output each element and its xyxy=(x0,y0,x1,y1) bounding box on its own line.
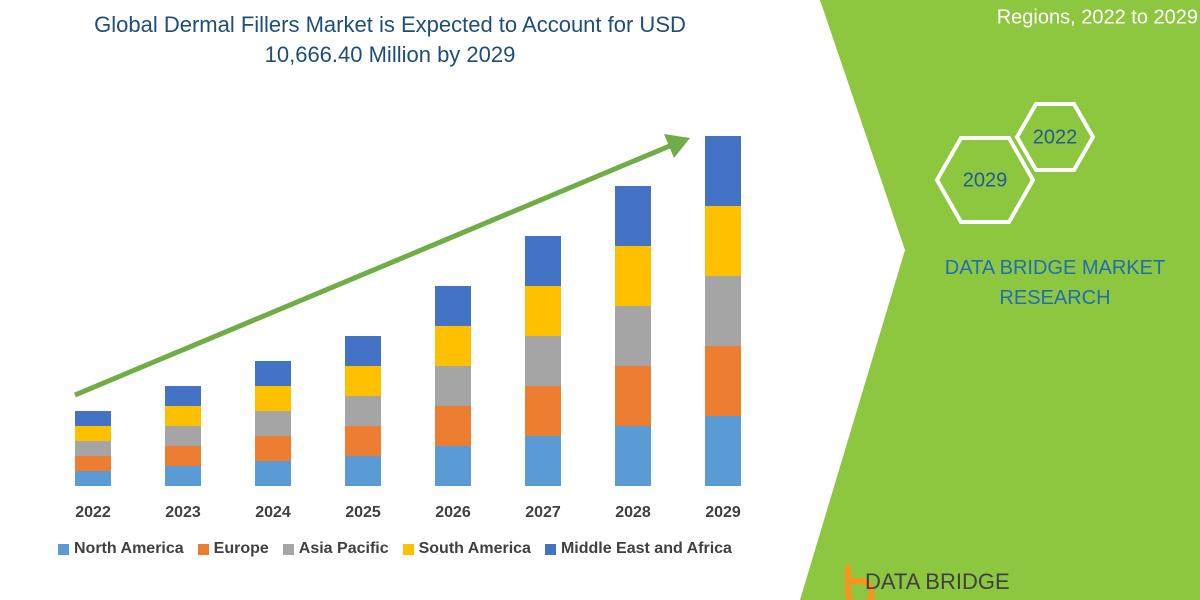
bar-segment xyxy=(435,366,471,406)
legend-item: South America xyxy=(402,540,531,558)
bar-segment xyxy=(615,186,651,246)
bar-segment xyxy=(165,406,201,426)
bar-segment xyxy=(705,276,741,346)
legend-label: South America xyxy=(418,540,531,557)
bar-segment xyxy=(345,396,381,426)
bar-segment xyxy=(705,206,741,276)
bar-segment xyxy=(165,446,201,466)
bar-segment xyxy=(615,366,651,426)
bar-segment xyxy=(255,461,291,486)
legend-item: Asia Pacific xyxy=(282,540,389,558)
bar-segment xyxy=(165,466,201,486)
bar-segment xyxy=(75,456,111,471)
x-tick-label: 2026 xyxy=(435,504,471,521)
side-header: Regions, 2022 to 2029 xyxy=(997,6,1198,28)
hex-label: 2029 xyxy=(963,169,1008,191)
legend-swatch xyxy=(282,543,294,555)
bar-segment xyxy=(525,236,561,286)
legend-item: North America xyxy=(58,540,184,558)
legend-swatch xyxy=(197,543,209,555)
bar-segment xyxy=(705,346,741,416)
bar-segment xyxy=(75,471,111,486)
legend-label: Middle East and Africa xyxy=(560,540,732,557)
hexagon xyxy=(1014,102,1096,172)
bar-segment xyxy=(345,366,381,396)
chart-title: Global Dermal Fillers Market is Expected… xyxy=(94,12,686,67)
bar-segment xyxy=(435,446,471,486)
bar-segment xyxy=(345,426,381,456)
bar-segment xyxy=(345,336,381,366)
bar-segment xyxy=(75,426,111,441)
bar-segment xyxy=(255,436,291,461)
bar-segment xyxy=(525,286,561,336)
hex-label: 2022 xyxy=(1033,126,1078,148)
x-tick-label: 2022 xyxy=(75,504,111,521)
hexagon xyxy=(934,136,1036,224)
bar-segment xyxy=(75,411,111,426)
x-tick-label: 2027 xyxy=(525,504,561,521)
bar-segment xyxy=(255,386,291,411)
legend-item: Europe xyxy=(197,540,269,558)
bar-segment xyxy=(435,286,471,326)
legend: North America Europe Asia Pacific South Ame… xyxy=(58,540,732,558)
bar-segment xyxy=(165,386,201,406)
bar-segment xyxy=(255,411,291,436)
x-tick-label: 2029 xyxy=(705,504,741,521)
trend-arrow xyxy=(74,142,673,398)
bar-segment xyxy=(615,426,651,486)
bar-segment xyxy=(345,456,381,486)
bar-segment xyxy=(615,306,651,366)
bar-segment xyxy=(705,136,741,206)
bar-segment xyxy=(525,386,561,436)
brand: DATA BRIDGE MARKET RESEARCH xyxy=(944,257,1166,309)
bar-segment xyxy=(435,406,471,446)
x-tick-label: 2025 xyxy=(345,504,381,521)
arrow-head xyxy=(664,134,690,158)
x-tick-label: 2028 xyxy=(615,504,651,521)
legend-label: Europe xyxy=(213,540,269,557)
bar-segment xyxy=(525,336,561,386)
legend-item: Middle East and Africa xyxy=(544,540,732,558)
bar-segment xyxy=(165,426,201,446)
bar-segment xyxy=(615,246,651,306)
x-tick-label: 2023 xyxy=(165,504,201,521)
bar-segment xyxy=(75,441,111,456)
legend-label: North America xyxy=(74,540,184,557)
legend-swatch xyxy=(402,543,414,555)
bar-segment xyxy=(525,436,561,486)
bar-segment xyxy=(255,361,291,386)
bar-segment xyxy=(705,416,741,486)
legend-label: Asia Pacific xyxy=(298,540,389,557)
x-tick-label: 2024 xyxy=(255,504,291,521)
logo-icon xyxy=(845,565,875,600)
side-panel xyxy=(800,0,1200,600)
bar-segment xyxy=(435,326,471,366)
legend-swatch xyxy=(544,543,556,555)
legend-swatch xyxy=(58,543,69,555)
logo-text: DATA BRIDGE xyxy=(865,569,1010,594)
